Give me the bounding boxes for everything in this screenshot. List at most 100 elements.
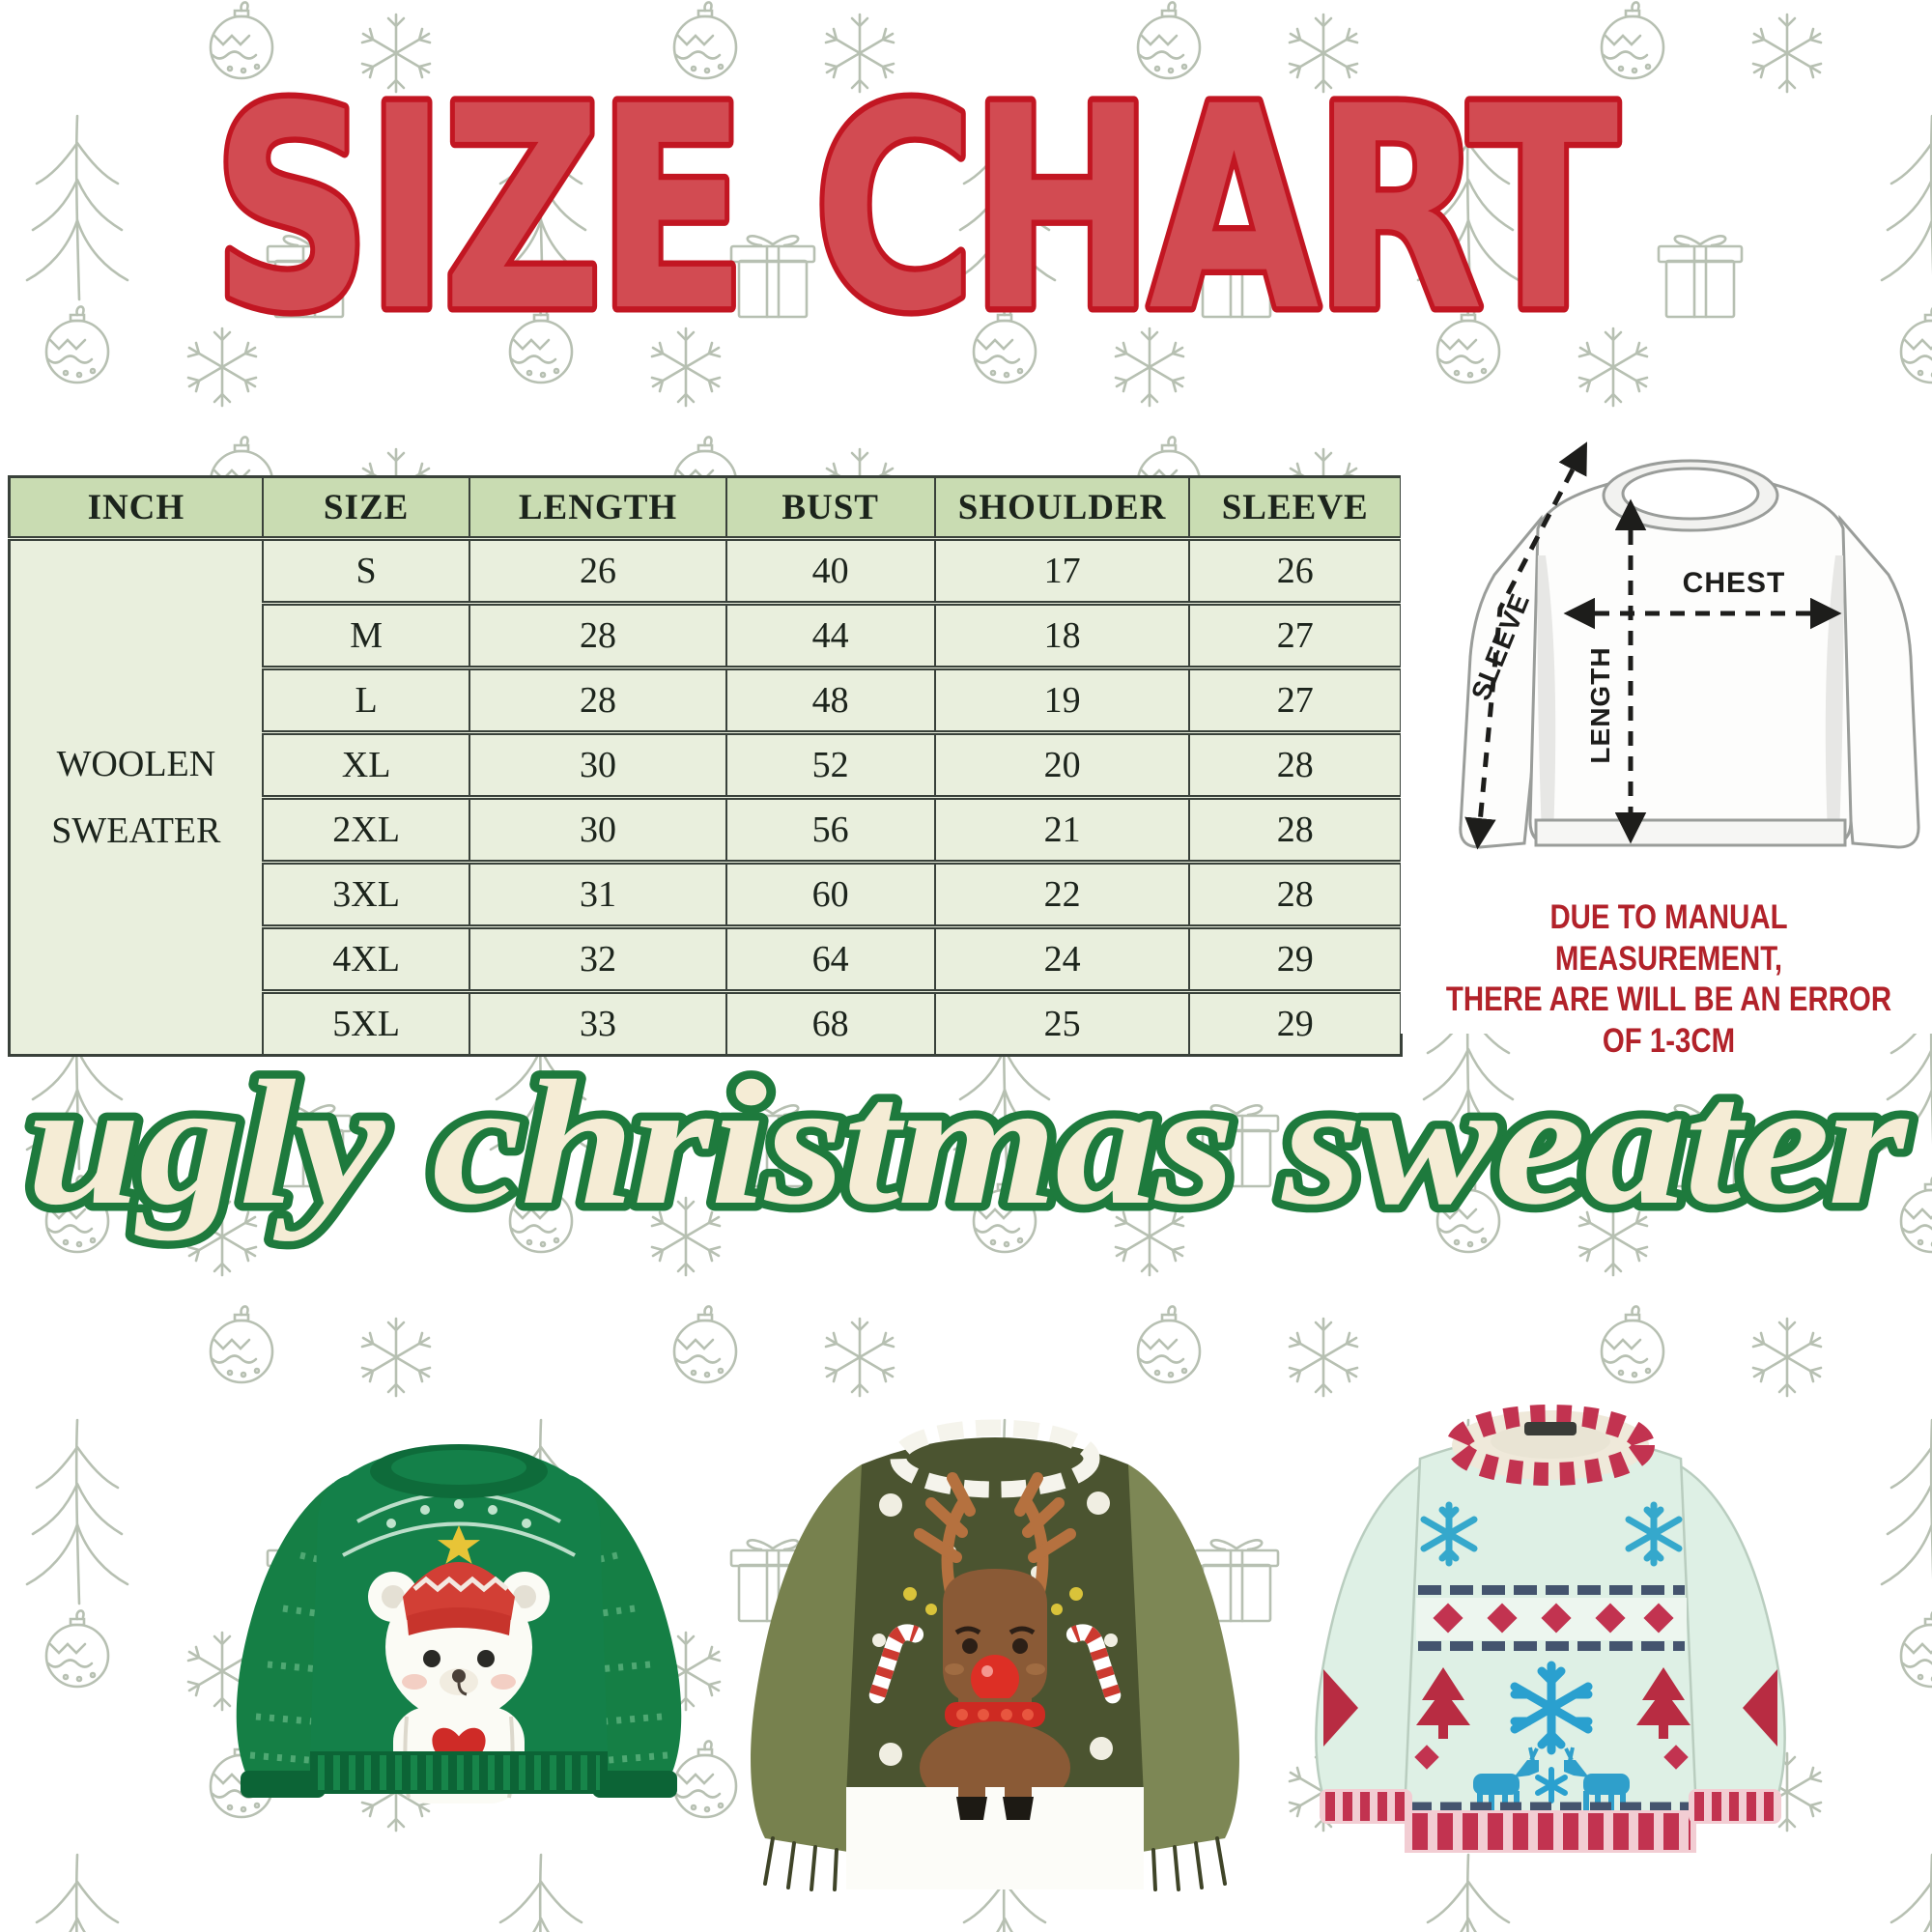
measurement-arrows xyxy=(1464,441,1842,850)
red-collar xyxy=(945,1702,1045,1727)
col-header-bust: BUST xyxy=(724,475,936,541)
bust-cell: 44 xyxy=(724,601,936,669)
bust-cell: 56 xyxy=(724,795,936,864)
page-title: SIZE CHART xyxy=(213,46,1620,336)
sleeve-cell: 29 xyxy=(1188,924,1403,993)
right-cuff xyxy=(592,1771,677,1798)
sleeve-cell: 28 xyxy=(1188,730,1403,799)
bust-cell: 60 xyxy=(724,860,936,928)
hem xyxy=(1405,1810,1696,1853)
sleeve-cell: 27 xyxy=(1188,666,1403,734)
sleeve-arrow xyxy=(1464,441,1588,850)
sleeve-cell: 29 xyxy=(1188,989,1403,1057)
measurement-note: DUE TO MANUAL MEASUREMENT, THERE ARE WIL… xyxy=(1443,897,1893,1063)
bear-right-ear-inner xyxy=(513,1585,536,1608)
sleeve-cell: 27 xyxy=(1188,601,1403,669)
bust-cell: 52 xyxy=(724,730,936,799)
sleeve-cell: 28 xyxy=(1188,860,1403,928)
col-header-sleeve: SLEEVE xyxy=(1188,475,1403,541)
sleeve-cell: 26 xyxy=(1188,537,1403,605)
bear-left-ear-inner xyxy=(382,1585,405,1608)
table-row: L 28 48 19 27 xyxy=(10,666,1403,734)
table-row: 2XL 30 56 21 28 xyxy=(10,795,1403,864)
bear-right-eye xyxy=(477,1650,495,1667)
shoulder-cell: 21 xyxy=(933,795,1191,864)
hooves xyxy=(956,1768,1034,1820)
size-cell: 4XL xyxy=(261,924,471,993)
shoulder-cell: 20 xyxy=(933,730,1191,799)
bear-left-blush xyxy=(402,1674,427,1690)
product-name-cell: WOOLEN SWEATER xyxy=(8,537,264,1057)
bear-right-blush xyxy=(491,1674,516,1690)
product-name-line2: SWEATER xyxy=(51,810,221,851)
head xyxy=(943,1569,1047,1706)
upper-band xyxy=(1416,1585,1687,1651)
length-cell: 28 xyxy=(469,601,727,669)
table-row: M 28 44 18 27 xyxy=(10,601,1403,669)
measurement-diagram-panel: CHEST LENGTH SLEEVE DUE TO MANUAL MEASUR… xyxy=(1401,411,1932,1060)
collar-checks xyxy=(1446,1405,1655,1486)
shoulder-cell: 17 xyxy=(933,537,1191,605)
size-cell: 5XL xyxy=(261,989,471,1057)
length-cell: 33 xyxy=(469,989,727,1057)
white-bottom-band xyxy=(846,1787,1144,1889)
length-cell: 31 xyxy=(469,860,727,928)
shoulder-cell: 22 xyxy=(933,860,1191,928)
bear-mouth xyxy=(457,1682,468,1696)
neck-opening xyxy=(1621,467,1760,521)
measurement-note-line1: DUE TO MANUAL MEASUREMENT, xyxy=(1549,898,1788,978)
size-cell: 3XL xyxy=(261,860,471,928)
length-label: LENGTH xyxy=(1585,646,1615,763)
length-cell: 26 xyxy=(469,537,727,605)
collar-dots xyxy=(956,1709,1034,1720)
table-row: XL 30 52 20 28 xyxy=(10,730,1403,799)
bear-hat xyxy=(403,1562,515,1620)
bust-cell: 64 xyxy=(724,924,936,993)
shoulder-cell: 25 xyxy=(933,989,1191,1057)
length-cell: 30 xyxy=(469,795,727,864)
table-row: 5XL 33 68 25 29 xyxy=(10,989,1403,1057)
right-sleeve-outline xyxy=(1838,514,1920,849)
blue-reindeer-pair xyxy=(1473,1747,1630,1810)
shoulder-cell: 19 xyxy=(933,666,1191,734)
size-cell: XL xyxy=(261,730,471,799)
table-header-row: INCH SIZE LENGTH BUST SHOULDER SLEEVE xyxy=(8,475,1403,541)
red-trees xyxy=(1416,1667,1690,1739)
hat-star xyxy=(438,1525,480,1564)
olive-reindeer-sweater xyxy=(751,1419,1239,1891)
sweater-measurement-diagram: CHEST LENGTH SLEEVE xyxy=(1459,441,1920,850)
bear-nose xyxy=(452,1669,466,1683)
subtitle-banner: ugly christmas sweater xyxy=(18,1048,1920,1251)
table-row: 4XL 32 64 24 29 xyxy=(10,924,1403,993)
bust-cell: 68 xyxy=(724,989,936,1057)
bust-cell: 48 xyxy=(724,666,936,734)
collar-inner xyxy=(391,1450,526,1485)
col-header-length: LENGTH xyxy=(469,475,727,541)
sweater-outline xyxy=(1459,459,1920,849)
hat-brim xyxy=(407,1607,511,1635)
cuffs xyxy=(1320,1789,1781,1824)
bust-cell: 40 xyxy=(724,537,936,605)
left-cuff xyxy=(241,1771,326,1798)
shoulder-cell: 24 xyxy=(933,924,1191,993)
chest-label: CHEST xyxy=(1683,567,1786,599)
size-table: INCH SIZE LENGTH BUST SHOULDER SLEEVE WO… xyxy=(8,475,1403,1057)
col-header-shoulder: SHOULDER xyxy=(933,475,1191,541)
left-cheek xyxy=(945,1663,964,1675)
ornament-dots xyxy=(903,1587,1083,1615)
left-fringe xyxy=(763,1836,838,1891)
right-candy-cane xyxy=(1065,1624,1122,1704)
upper-snowflakes xyxy=(1420,1501,1683,1567)
hat-zigzag xyxy=(412,1576,509,1593)
length-cell: 30 xyxy=(469,730,727,799)
size-cell: S xyxy=(261,537,471,605)
right-cheek xyxy=(1026,1663,1045,1675)
eyes xyxy=(954,1626,1036,1654)
left-candy-cane xyxy=(868,1624,924,1704)
elbow-diamonds xyxy=(1323,1669,1777,1747)
size-cell: 2XL xyxy=(261,795,471,864)
product-name-line1: WOOLEN xyxy=(56,744,216,785)
big-snowflake xyxy=(1510,1661,1593,1755)
collar-dashes xyxy=(890,1419,1100,1498)
